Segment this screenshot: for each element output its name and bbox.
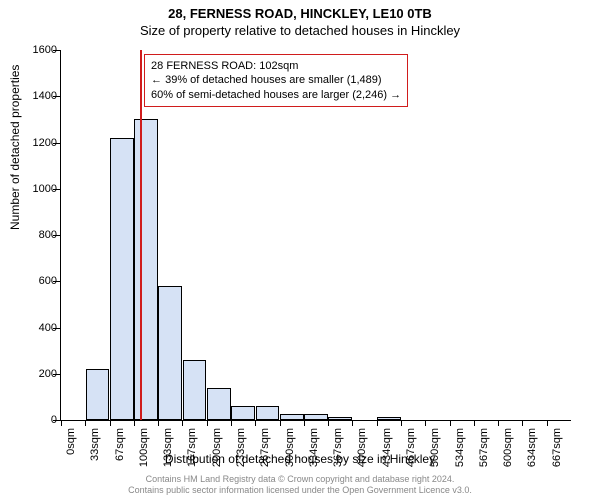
- annotation-line: 60% of semi-detached houses are larger (…: [151, 88, 401, 102]
- x-tick: [401, 420, 402, 426]
- property-annotation-box: 28 FERNESS ROAD: 102sqm← 39% of detached…: [144, 54, 408, 107]
- y-tick-label: 200: [39, 368, 57, 380]
- x-tick: [61, 420, 62, 426]
- y-tick-label: 400: [39, 322, 57, 334]
- annotation-line: ← 39% of detached houses are smaller (1,…: [151, 73, 401, 87]
- x-tick: [474, 420, 475, 426]
- histogram-bar: [328, 417, 352, 420]
- x-tick: [110, 420, 111, 426]
- x-tick: [182, 420, 183, 426]
- x-tick: [328, 420, 329, 426]
- x-tick: [377, 420, 378, 426]
- histogram-bar: [304, 414, 328, 420]
- histogram-bar: [183, 360, 207, 420]
- footer-line-2: Contains public sector information licen…: [0, 485, 600, 496]
- x-tick: [85, 420, 86, 426]
- chart-area: 020040060080010001200140016000sqm33sqm67…: [60, 50, 570, 420]
- y-tick-label: 0: [51, 414, 57, 426]
- x-tick: [547, 420, 548, 426]
- y-tick-label: 1400: [33, 90, 57, 102]
- x-tick: [158, 420, 159, 426]
- footer-attribution: Contains HM Land Registry data © Crown c…: [0, 474, 600, 496]
- histogram-bar: [256, 406, 280, 420]
- y-tick-label: 1200: [33, 137, 57, 149]
- histogram-bar: [110, 138, 134, 420]
- plot-region: 020040060080010001200140016000sqm33sqm67…: [60, 50, 571, 421]
- x-axis-label: Distribution of detached houses by size …: [0, 452, 600, 466]
- y-tick-label: 800: [39, 229, 57, 241]
- chart-title-main: 28, FERNESS ROAD, HINCKLEY, LE10 0TB: [0, 6, 600, 21]
- y-tick-label: 1600: [33, 44, 57, 56]
- annotation-line: 28 FERNESS ROAD: 102sqm: [151, 59, 401, 73]
- x-tick: [231, 420, 232, 426]
- histogram-bar: [86, 369, 110, 420]
- x-tick: [450, 420, 451, 426]
- x-tick: [498, 420, 499, 426]
- footer-line-1: Contains HM Land Registry data © Crown c…: [0, 474, 600, 485]
- x-tick: [304, 420, 305, 426]
- x-tick: [280, 420, 281, 426]
- x-tick: [255, 420, 256, 426]
- histogram-bar: [158, 286, 182, 420]
- histogram-bar: [231, 406, 255, 420]
- x-tick: [425, 420, 426, 426]
- chart-title-sub: Size of property relative to detached ho…: [0, 23, 600, 38]
- x-tick: [134, 420, 135, 426]
- x-tick: [352, 420, 353, 426]
- x-tick: [522, 420, 523, 426]
- histogram-bar: [134, 119, 158, 420]
- property-marker-line: [140, 50, 142, 420]
- histogram-bar: [207, 388, 231, 420]
- y-tick-label: 600: [39, 275, 57, 287]
- y-axis-label: Number of detached properties: [8, 65, 22, 230]
- histogram-bar: [280, 414, 304, 420]
- x-tick: [207, 420, 208, 426]
- y-tick-label: 1000: [33, 183, 57, 195]
- histogram-bar: [377, 417, 401, 420]
